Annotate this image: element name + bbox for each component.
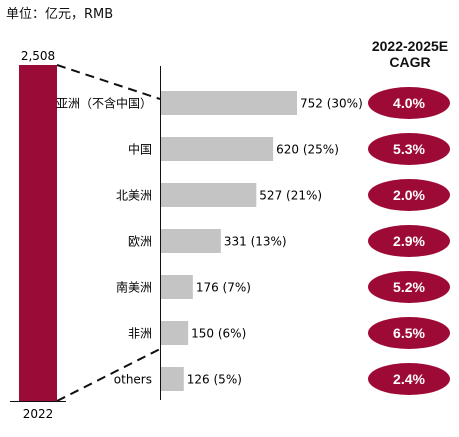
connector-line-bottom [56,348,161,402]
region-bar [161,137,274,161]
region-value-label: 527 (21%) [259,189,322,203]
region-bar [161,229,221,253]
region-value-label: 331 (13%) [224,235,287,249]
region-value-label: 620 (25%) [276,143,339,157]
region-label: 非洲 [128,327,152,341]
region-label: 南美洲 [116,280,152,295]
connector-line-top [56,64,161,100]
region-label: 亚洲（不含中国） [56,96,152,111]
cagr-header-label: CAGR [389,54,431,70]
cagr-column-header: 2022-2025E CAGR [364,38,456,70]
region-bar [161,275,193,299]
region-label: 北美洲 [116,189,152,203]
region-bar [161,183,257,207]
region-label: 欧洲 [128,235,152,249]
cagr-badge: 5.3% [368,133,450,165]
total-bar [19,65,57,401]
cagr-badge: 5.2% [368,271,450,303]
cagr-badge: 6.5% [368,317,450,349]
region-bar [161,91,297,115]
region-label: 中国 [128,142,152,157]
region-bar [161,321,189,345]
cagr-badge: 2.0% [368,179,450,211]
unit-label: 单位：亿元，RMB [6,7,114,22]
cagr-badge: 2.9% [368,225,450,257]
region-value-label: 126 (5%) [187,373,242,387]
region-value-label: 176 (7%) [196,281,251,295]
total-year-label: 2022 [23,407,54,421]
region-bar [161,367,184,391]
total-value-label: 2,508 [21,49,55,63]
cagr-header-period: 2022-2025E [371,38,449,54]
region-value-label: 150 (6%) [191,327,246,341]
cagr-badge: 4.0% [368,87,450,119]
region-value-label: 752 (30%) [300,97,363,111]
cagr-badge: 2.4% [368,363,450,395]
region-label: others [114,373,152,387]
